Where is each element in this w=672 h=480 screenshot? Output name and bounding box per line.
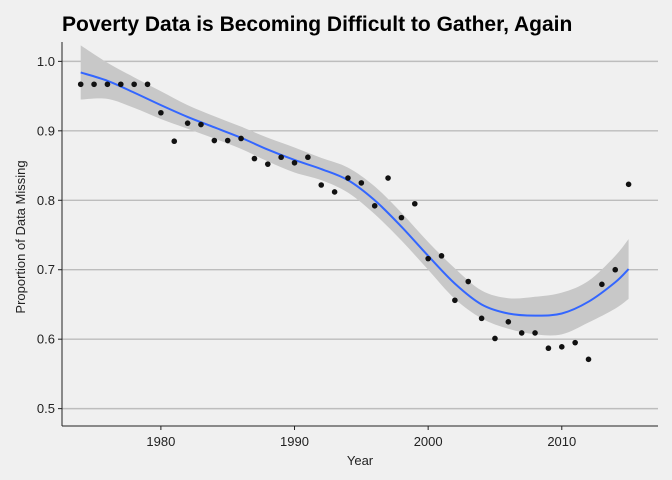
data-point-2014 <box>612 266 619 273</box>
data-point-1975 <box>91 81 97 88</box>
data-point-1977 <box>117 81 124 88</box>
data-point-1986 <box>238 135 244 142</box>
data-point-2009 <box>545 345 552 352</box>
chart-title: Poverty Data is Becoming Difficult to Ga… <box>62 13 572 36</box>
data-point-1991 <box>305 154 311 161</box>
data-point-1982 <box>184 120 191 126</box>
data-point-1995 <box>358 180 365 186</box>
smooth-line <box>80 71 630 317</box>
data-point-1989 <box>278 154 284 161</box>
data-point-2005 <box>492 335 498 342</box>
data-point-1980 <box>158 109 164 116</box>
data-point-1976 <box>104 81 111 88</box>
x-axis-title: Year <box>347 453 374 468</box>
data-point-1999 <box>411 200 418 207</box>
data-point-2010 <box>558 344 565 350</box>
data-point-2013 <box>599 281 605 288</box>
x-tick-label-1: 1990 <box>280 434 309 449</box>
data-point-2003 <box>465 278 472 285</box>
data-point-1994 <box>345 175 351 181</box>
x-ticks-group: 1980 1990 2000 2010 <box>146 426 576 449</box>
data-point-1979 <box>144 81 151 88</box>
y-axis-title: Proportion of Data Missing <box>13 160 28 313</box>
data-point-2006 <box>505 319 512 325</box>
data-point-1981 <box>171 138 178 145</box>
y-tick-label-0: 0.5 <box>37 401 55 416</box>
data-point-1992 <box>318 182 325 188</box>
data-point-1997 <box>385 175 391 181</box>
data-point-1998 <box>398 214 405 221</box>
data-point-2002 <box>452 297 458 304</box>
x-tick-label-2: 2000 <box>414 434 443 449</box>
data-point-2012 <box>585 356 592 363</box>
y-tick-label-4: 0.9 <box>37 123 55 138</box>
data-point-2008 <box>532 330 538 336</box>
data-point-1996 <box>371 203 378 209</box>
data-point-1983 <box>198 121 204 128</box>
smooth-line-group <box>80 71 630 317</box>
y-ticks-group: 0.5 0.6 0.7 0.8 0.9 1.0 <box>37 54 62 416</box>
confidence-band-group <box>80 45 629 336</box>
data-point-1990 <box>291 159 298 166</box>
data-point-1988 <box>264 161 271 167</box>
x-tick-label-0: 1980 <box>146 434 175 449</box>
data-point-2011 <box>572 339 578 346</box>
confidence-band <box>80 45 629 336</box>
grid-lines <box>62 60 658 410</box>
y-tick-label-5: 1.0 <box>37 54 55 69</box>
data-point-1974 <box>77 81 84 88</box>
y-tick-label-2: 0.7 <box>37 262 55 277</box>
y-tick-label-3: 0.8 <box>37 193 55 208</box>
data-point-1987 <box>251 155 258 162</box>
y-tick-label-1: 0.6 <box>37 332 55 347</box>
data-point-1978 <box>131 81 137 88</box>
data-point-2004 <box>478 315 485 322</box>
data-point-2001 <box>438 253 445 259</box>
x-tick-label-3: 2010 <box>547 434 576 449</box>
data-point-1993 <box>331 189 338 195</box>
data-points-group <box>77 81 632 363</box>
data-point-2007 <box>518 330 525 336</box>
data-point-1985 <box>224 137 231 144</box>
data-point-1984 <box>211 137 218 144</box>
data-point-2000 <box>425 255 431 262</box>
data-point-2015 <box>625 181 632 188</box>
